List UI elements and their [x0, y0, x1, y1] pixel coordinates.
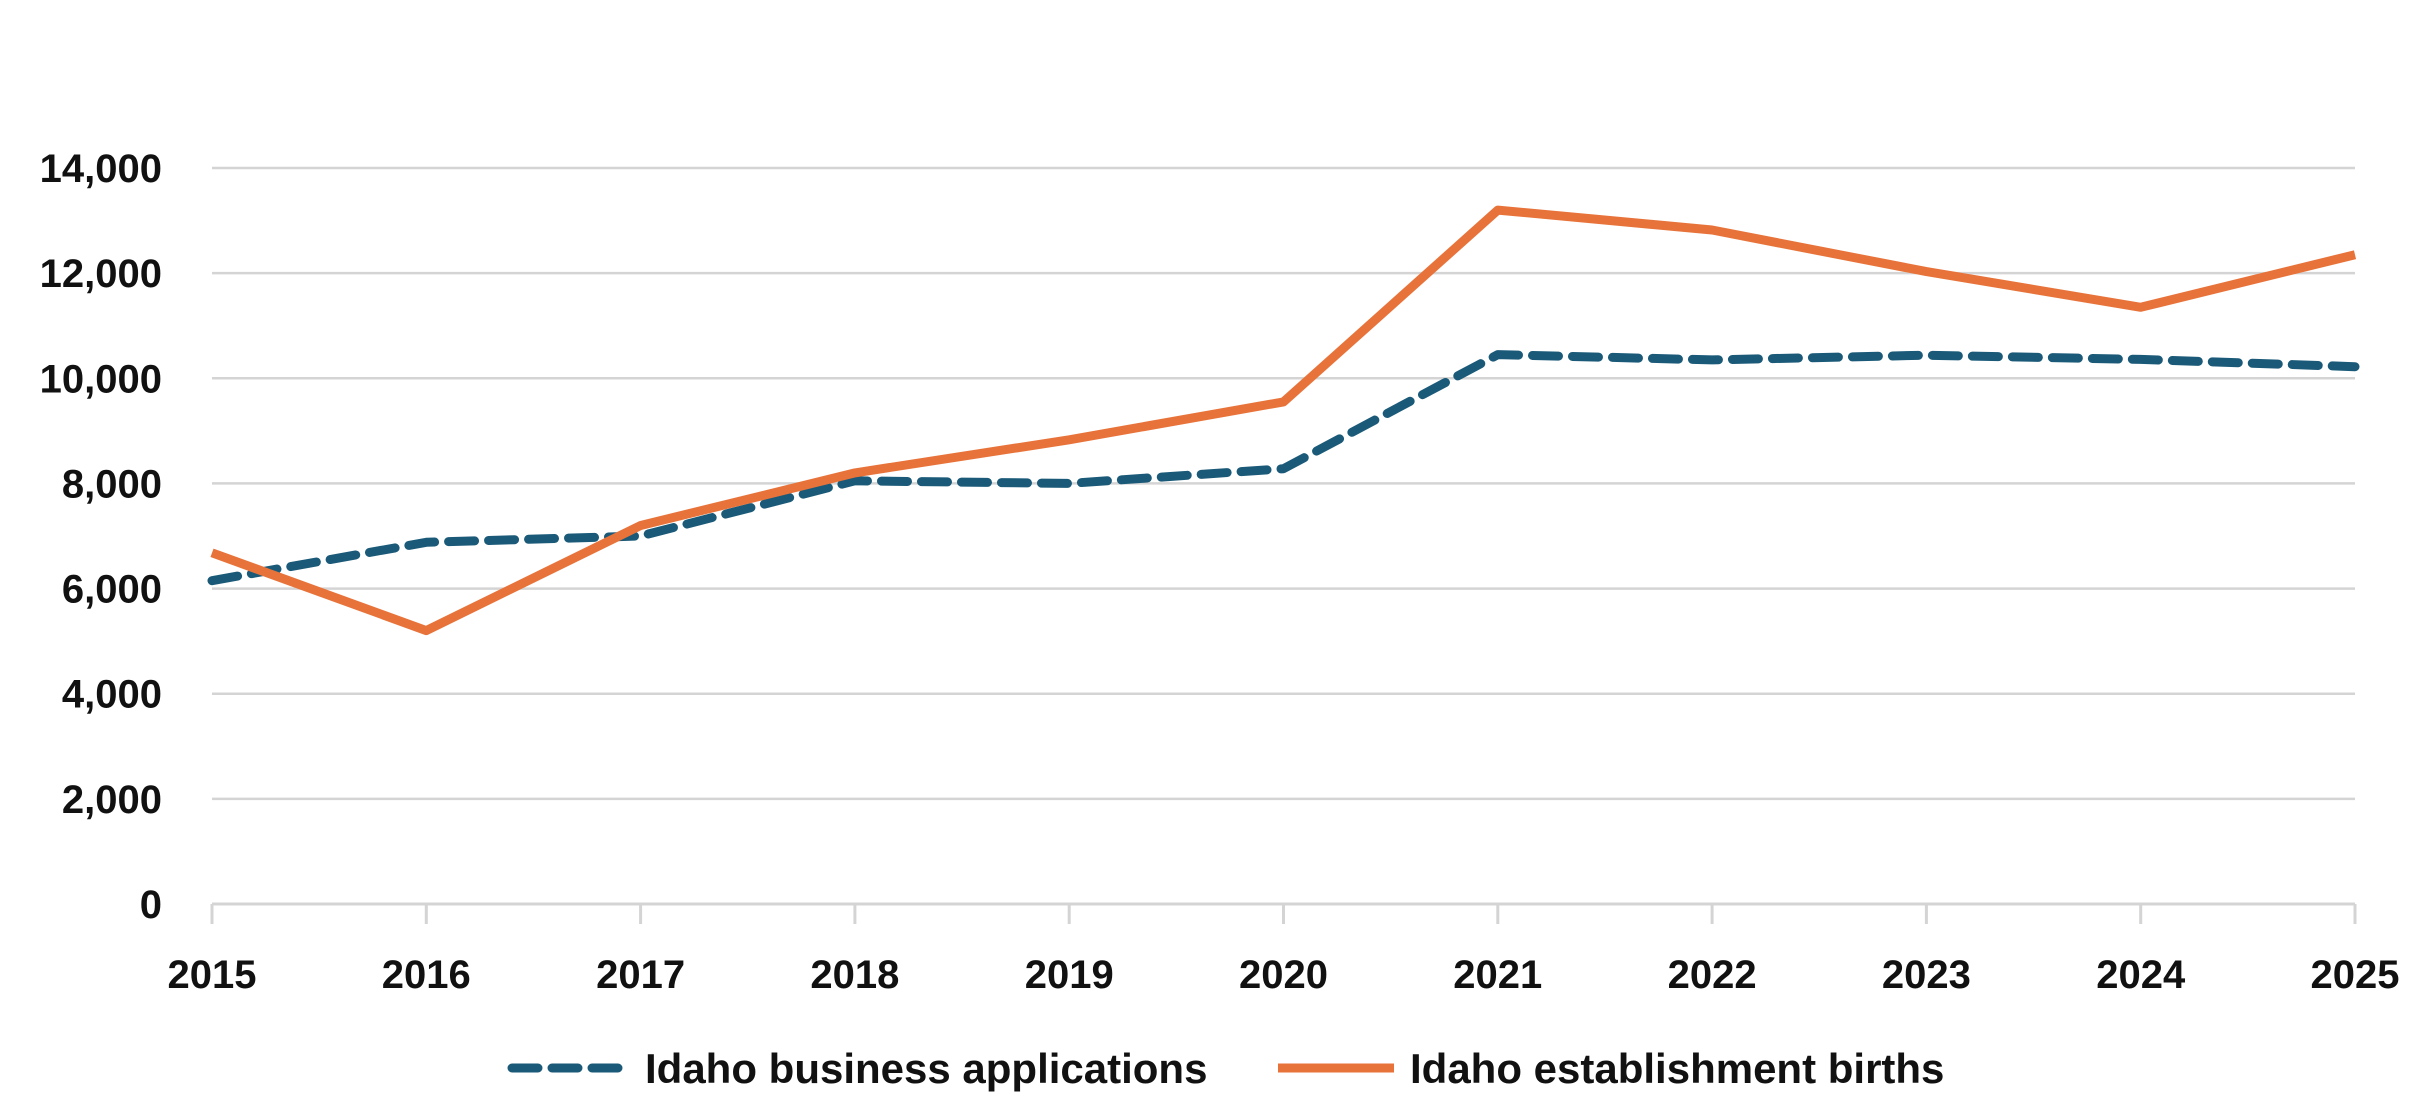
- y-tick-label: 10,000: [40, 357, 162, 401]
- legend-label: Idaho establishment births: [1410, 1045, 1944, 1092]
- legend: Idaho business applications Idaho establi…: [507, 1045, 1944, 1092]
- x-tick-label: 2019: [1025, 953, 1114, 997]
- x-tick-label: 2021: [1453, 953, 1542, 997]
- y-tick-label: 0: [140, 883, 162, 927]
- series-line-business-applications: [207, 350, 2360, 586]
- gridlines: [212, 166, 2355, 801]
- x-tick-label: 2015: [168, 953, 257, 997]
- y-tick-label: 14,000: [40, 147, 162, 191]
- y-tick-label: 8,000: [62, 462, 162, 506]
- x-tick-label: 2016: [382, 953, 471, 997]
- series-lines: [207, 205, 2360, 636]
- x-tick-label: 2022: [1668, 953, 1757, 997]
- x-tick-label: 2024: [2096, 953, 2186, 997]
- y-tick-label: 4,000: [62, 673, 162, 717]
- y-tick-label: 2,000: [62, 778, 162, 822]
- x-axis-tick-labels: 2015 2016 2017 2018 2019 2020 2021 2022 2023 2024…: [168, 953, 2400, 997]
- x-tick-label: 2017: [596, 953, 685, 997]
- x-tick-label: 2018: [810, 953, 899, 997]
- series-line-establishment-births: [210, 205, 2357, 636]
- legend-label: Idaho business applications: [645, 1045, 1207, 1092]
- x-tick-label: 2025: [2311, 953, 2400, 997]
- y-tick-label: 12,000: [40, 252, 162, 296]
- y-axis-tick-labels: 0 2,000 4,000 6,000 8,000 10,000 12,000 14,000: [40, 147, 162, 927]
- x-tick-label: 2020: [1239, 953, 1328, 997]
- x-axis: [210, 902, 2357, 924]
- y-tick-label: 6,000: [62, 568, 162, 612]
- x-tick-label: 2023: [1882, 953, 1971, 997]
